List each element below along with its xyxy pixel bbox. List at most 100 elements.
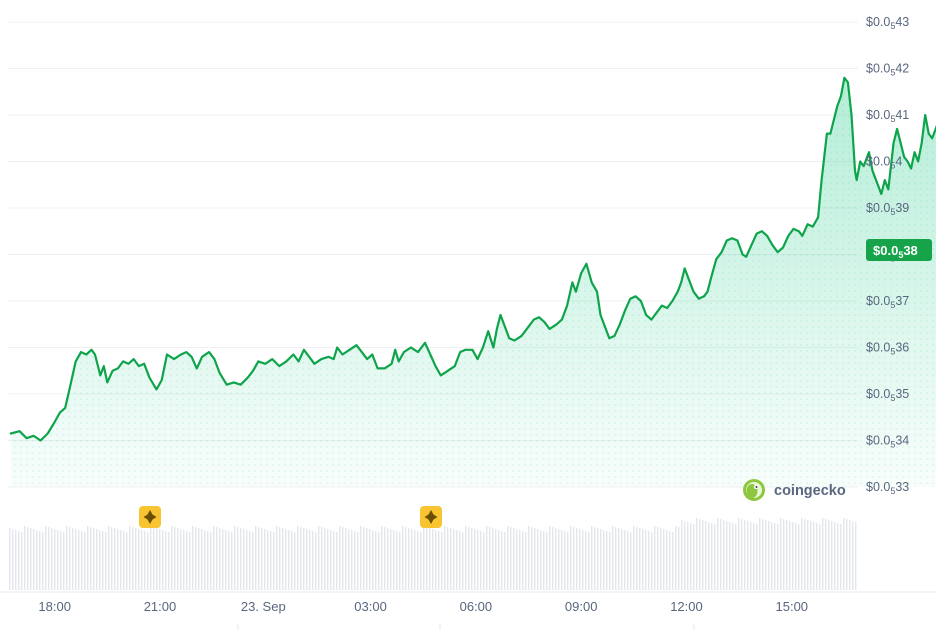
y-tick-label: $0.0535 bbox=[866, 387, 909, 403]
volume-bar bbox=[306, 529, 308, 590]
volume-bar bbox=[465, 526, 467, 590]
volume-bar bbox=[549, 526, 551, 590]
volume-bar bbox=[693, 524, 695, 590]
volume-bar bbox=[414, 530, 416, 590]
volume-bar bbox=[393, 530, 395, 590]
y-tick-label: $0.0533 bbox=[866, 480, 909, 496]
volume-bar bbox=[705, 521, 707, 590]
volume-bar bbox=[507, 526, 509, 590]
volume-bar bbox=[636, 527, 638, 590]
volume-bar bbox=[411, 529, 413, 590]
volume-bar bbox=[285, 529, 287, 590]
volume-bar bbox=[24, 526, 26, 590]
event-marker[interactable] bbox=[420, 506, 442, 528]
volume-bar bbox=[744, 520, 746, 590]
volume-bar bbox=[561, 530, 563, 590]
volume-bar bbox=[240, 528, 242, 590]
volume-bar bbox=[72, 528, 74, 590]
volume-bar bbox=[81, 531, 83, 590]
volume-bar bbox=[18, 531, 20, 590]
volume-bar bbox=[831, 521, 833, 590]
volume-bar bbox=[627, 531, 629, 590]
volume-bar bbox=[774, 523, 776, 590]
volume-bar bbox=[471, 528, 473, 590]
volume-bar bbox=[687, 522, 689, 590]
volume-bar bbox=[153, 527, 155, 590]
volume-bar bbox=[714, 524, 716, 590]
volume-bar bbox=[729, 522, 731, 590]
volume-bar bbox=[615, 527, 617, 590]
volume-bar bbox=[201, 529, 203, 590]
current-price-text: $0.0538 bbox=[873, 243, 918, 260]
volume-bar bbox=[741, 519, 743, 590]
volume-bar bbox=[582, 530, 584, 590]
volume-bar bbox=[159, 529, 161, 590]
volume-bar bbox=[696, 518, 698, 590]
volume-bar bbox=[807, 520, 809, 590]
volume-bar bbox=[369, 529, 371, 590]
volume-bar bbox=[366, 528, 368, 590]
event-marker[interactable] bbox=[139, 506, 161, 528]
volume-bar bbox=[462, 532, 464, 590]
volume-bar bbox=[213, 526, 215, 590]
volume-bar bbox=[606, 531, 608, 590]
volume-bar bbox=[447, 527, 449, 590]
coingecko-logo: coingecko bbox=[743, 479, 846, 501]
volume-bar bbox=[789, 521, 791, 590]
current-price-tag: $0.0538 bbox=[866, 239, 932, 261]
x-tick-label: 06:00 bbox=[460, 599, 493, 614]
volume-bar bbox=[312, 531, 314, 590]
volume-bar bbox=[564, 531, 566, 590]
y-tick-label: $0.0536 bbox=[866, 341, 909, 357]
volume-bar bbox=[555, 528, 557, 590]
volume-bar bbox=[36, 530, 38, 590]
volume-bar bbox=[225, 530, 227, 590]
volume-bar bbox=[354, 531, 356, 590]
volume-bar bbox=[720, 519, 722, 590]
y-tick-label: $0.0539 bbox=[866, 201, 909, 217]
volume-bar bbox=[63, 532, 65, 590]
volume-bar bbox=[279, 527, 281, 590]
price-line bbox=[9, 76, 936, 442]
volume-bar bbox=[531, 527, 533, 590]
volume-bar bbox=[210, 532, 212, 590]
x-tick-label: 12:00 bbox=[670, 599, 703, 614]
volume-bar bbox=[222, 529, 224, 590]
volume-bar bbox=[189, 532, 191, 590]
volume-bar bbox=[150, 526, 152, 590]
volume-bar bbox=[267, 530, 269, 590]
volume-bar bbox=[609, 532, 611, 590]
sparkle-icon bbox=[143, 510, 157, 524]
volume-bar bbox=[396, 531, 398, 590]
volume-bar bbox=[573, 527, 575, 590]
volume-bar bbox=[510, 527, 512, 590]
volume-bar bbox=[297, 526, 299, 590]
volume-bar bbox=[237, 527, 239, 590]
volume-bar bbox=[684, 521, 686, 590]
volume-bar bbox=[597, 528, 599, 590]
volume-bar bbox=[441, 532, 443, 590]
y-tick-label: $0.0534 bbox=[866, 434, 909, 450]
volume-bar bbox=[111, 527, 113, 590]
y-axis: $0.0543 $0.0542 $0.0541 $0.054 $0.0539 $0.053… bbox=[866, 15, 909, 496]
volume-bar bbox=[84, 532, 86, 590]
volume-bar bbox=[378, 532, 380, 590]
price-line-layer bbox=[9, 76, 936, 442]
volume-bar bbox=[804, 519, 806, 590]
volume-bar bbox=[249, 531, 251, 590]
volume-bar bbox=[750, 522, 752, 590]
volume-bar bbox=[42, 532, 44, 590]
volume-bar bbox=[87, 526, 89, 590]
volume-bar bbox=[477, 530, 479, 590]
volume-bar bbox=[15, 530, 17, 590]
volume-bar bbox=[567, 532, 569, 590]
volume-bar bbox=[528, 526, 530, 590]
volume-bar bbox=[303, 528, 305, 590]
y-tick-label: $0.0537 bbox=[866, 294, 909, 310]
volume-bar bbox=[588, 532, 590, 590]
volume-bar bbox=[600, 529, 602, 590]
volume-bar bbox=[738, 518, 740, 590]
volume-bar bbox=[204, 530, 206, 590]
volume-bar bbox=[69, 527, 71, 590]
